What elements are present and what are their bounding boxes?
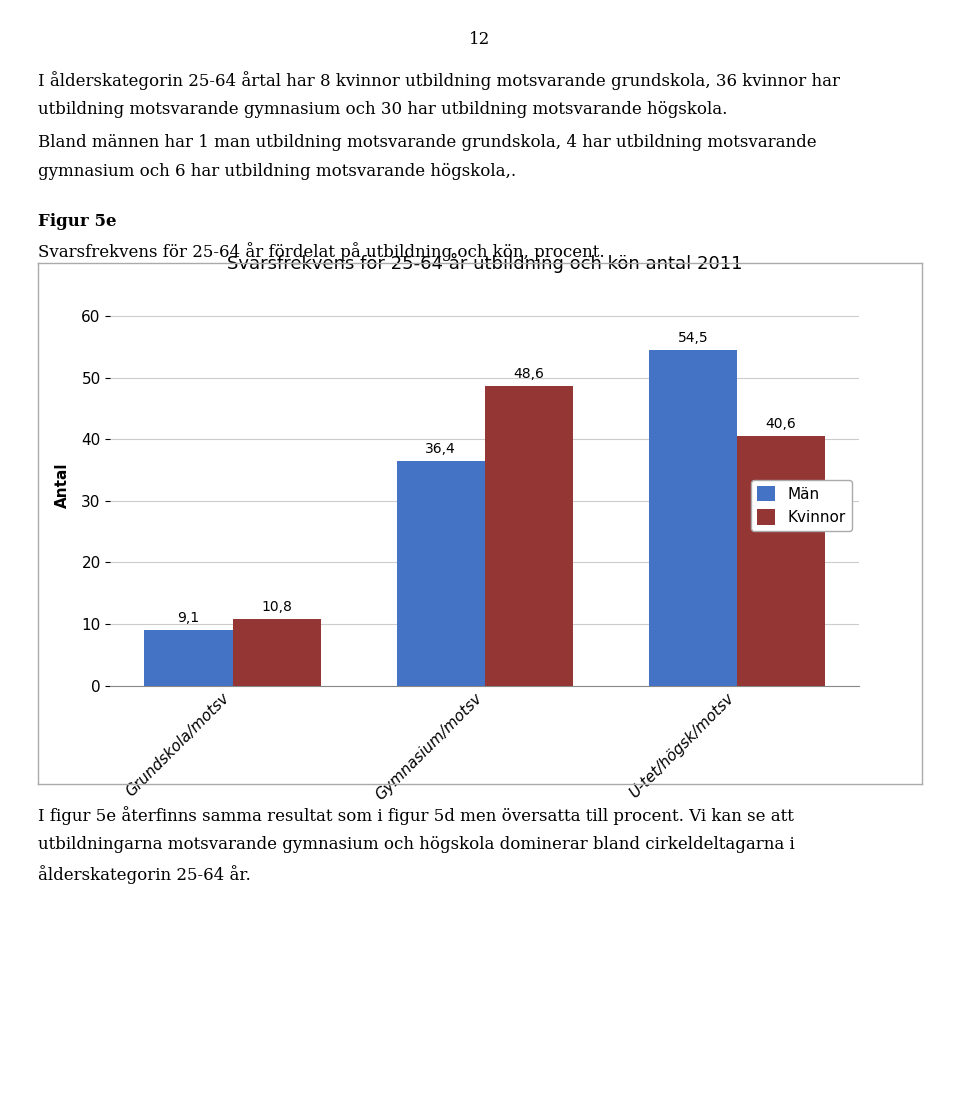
Text: ålderskategorin 25-64 år.: ålderskategorin 25-64 år. <box>38 866 252 884</box>
Bar <box>144 630 232 686</box>
Text: Svarsfrekvens för 25-64 år fördelat på utbildning och kön, procent.: Svarsfrekvens för 25-64 år fördelat på u… <box>38 242 605 261</box>
Text: 54,5: 54,5 <box>678 331 708 344</box>
Text: utbildningarna motsvarande gymnasium och högskola dominerar bland cirkeldeltagar: utbildningarna motsvarande gymnasium och… <box>38 836 795 852</box>
Y-axis label: Antal: Antal <box>55 463 70 508</box>
Text: 40,6: 40,6 <box>766 417 797 431</box>
Bar <box>737 436 826 686</box>
Text: Figur 5e: Figur 5e <box>38 213 117 229</box>
Legend: Män, Kvinnor: Män, Kvinnor <box>751 479 852 531</box>
Text: gymnasium och 6 har utbildning motsvarande högskola,.: gymnasium och 6 har utbildning motsvaran… <box>38 163 516 180</box>
Text: Bland männen har 1 man utbildning motsvarande grundskola, 4 har utbildning motsv: Bland männen har 1 man utbildning motsva… <box>38 134 817 150</box>
Text: 10,8: 10,8 <box>261 600 292 614</box>
Bar <box>485 386 573 686</box>
Bar <box>396 462 485 686</box>
Bar <box>649 350 737 686</box>
Text: 12: 12 <box>469 31 491 47</box>
Text: I figur 5e återfinns samma resultat som i figur 5d men översatta till procent. V: I figur 5e återfinns samma resultat som … <box>38 806 794 825</box>
Text: I ålderskategorin 25-64 årtal har 8 kvinnor utbildning motsvarande grundskola, 3: I ålderskategorin 25-64 årtal har 8 kvin… <box>38 71 840 90</box>
Title: Svarsfrekvens för 25-64 år utbildning och kön antal 2011: Svarsfrekvens för 25-64 år utbildning oc… <box>228 252 742 272</box>
Bar <box>232 619 321 686</box>
Text: 9,1: 9,1 <box>178 611 200 624</box>
Text: 48,6: 48,6 <box>514 367 544 382</box>
Text: utbildning motsvarande gymnasium och 30 har utbildning motsvarande högskola.: utbildning motsvarande gymnasium och 30 … <box>38 101 728 117</box>
Text: 36,4: 36,4 <box>425 442 456 456</box>
